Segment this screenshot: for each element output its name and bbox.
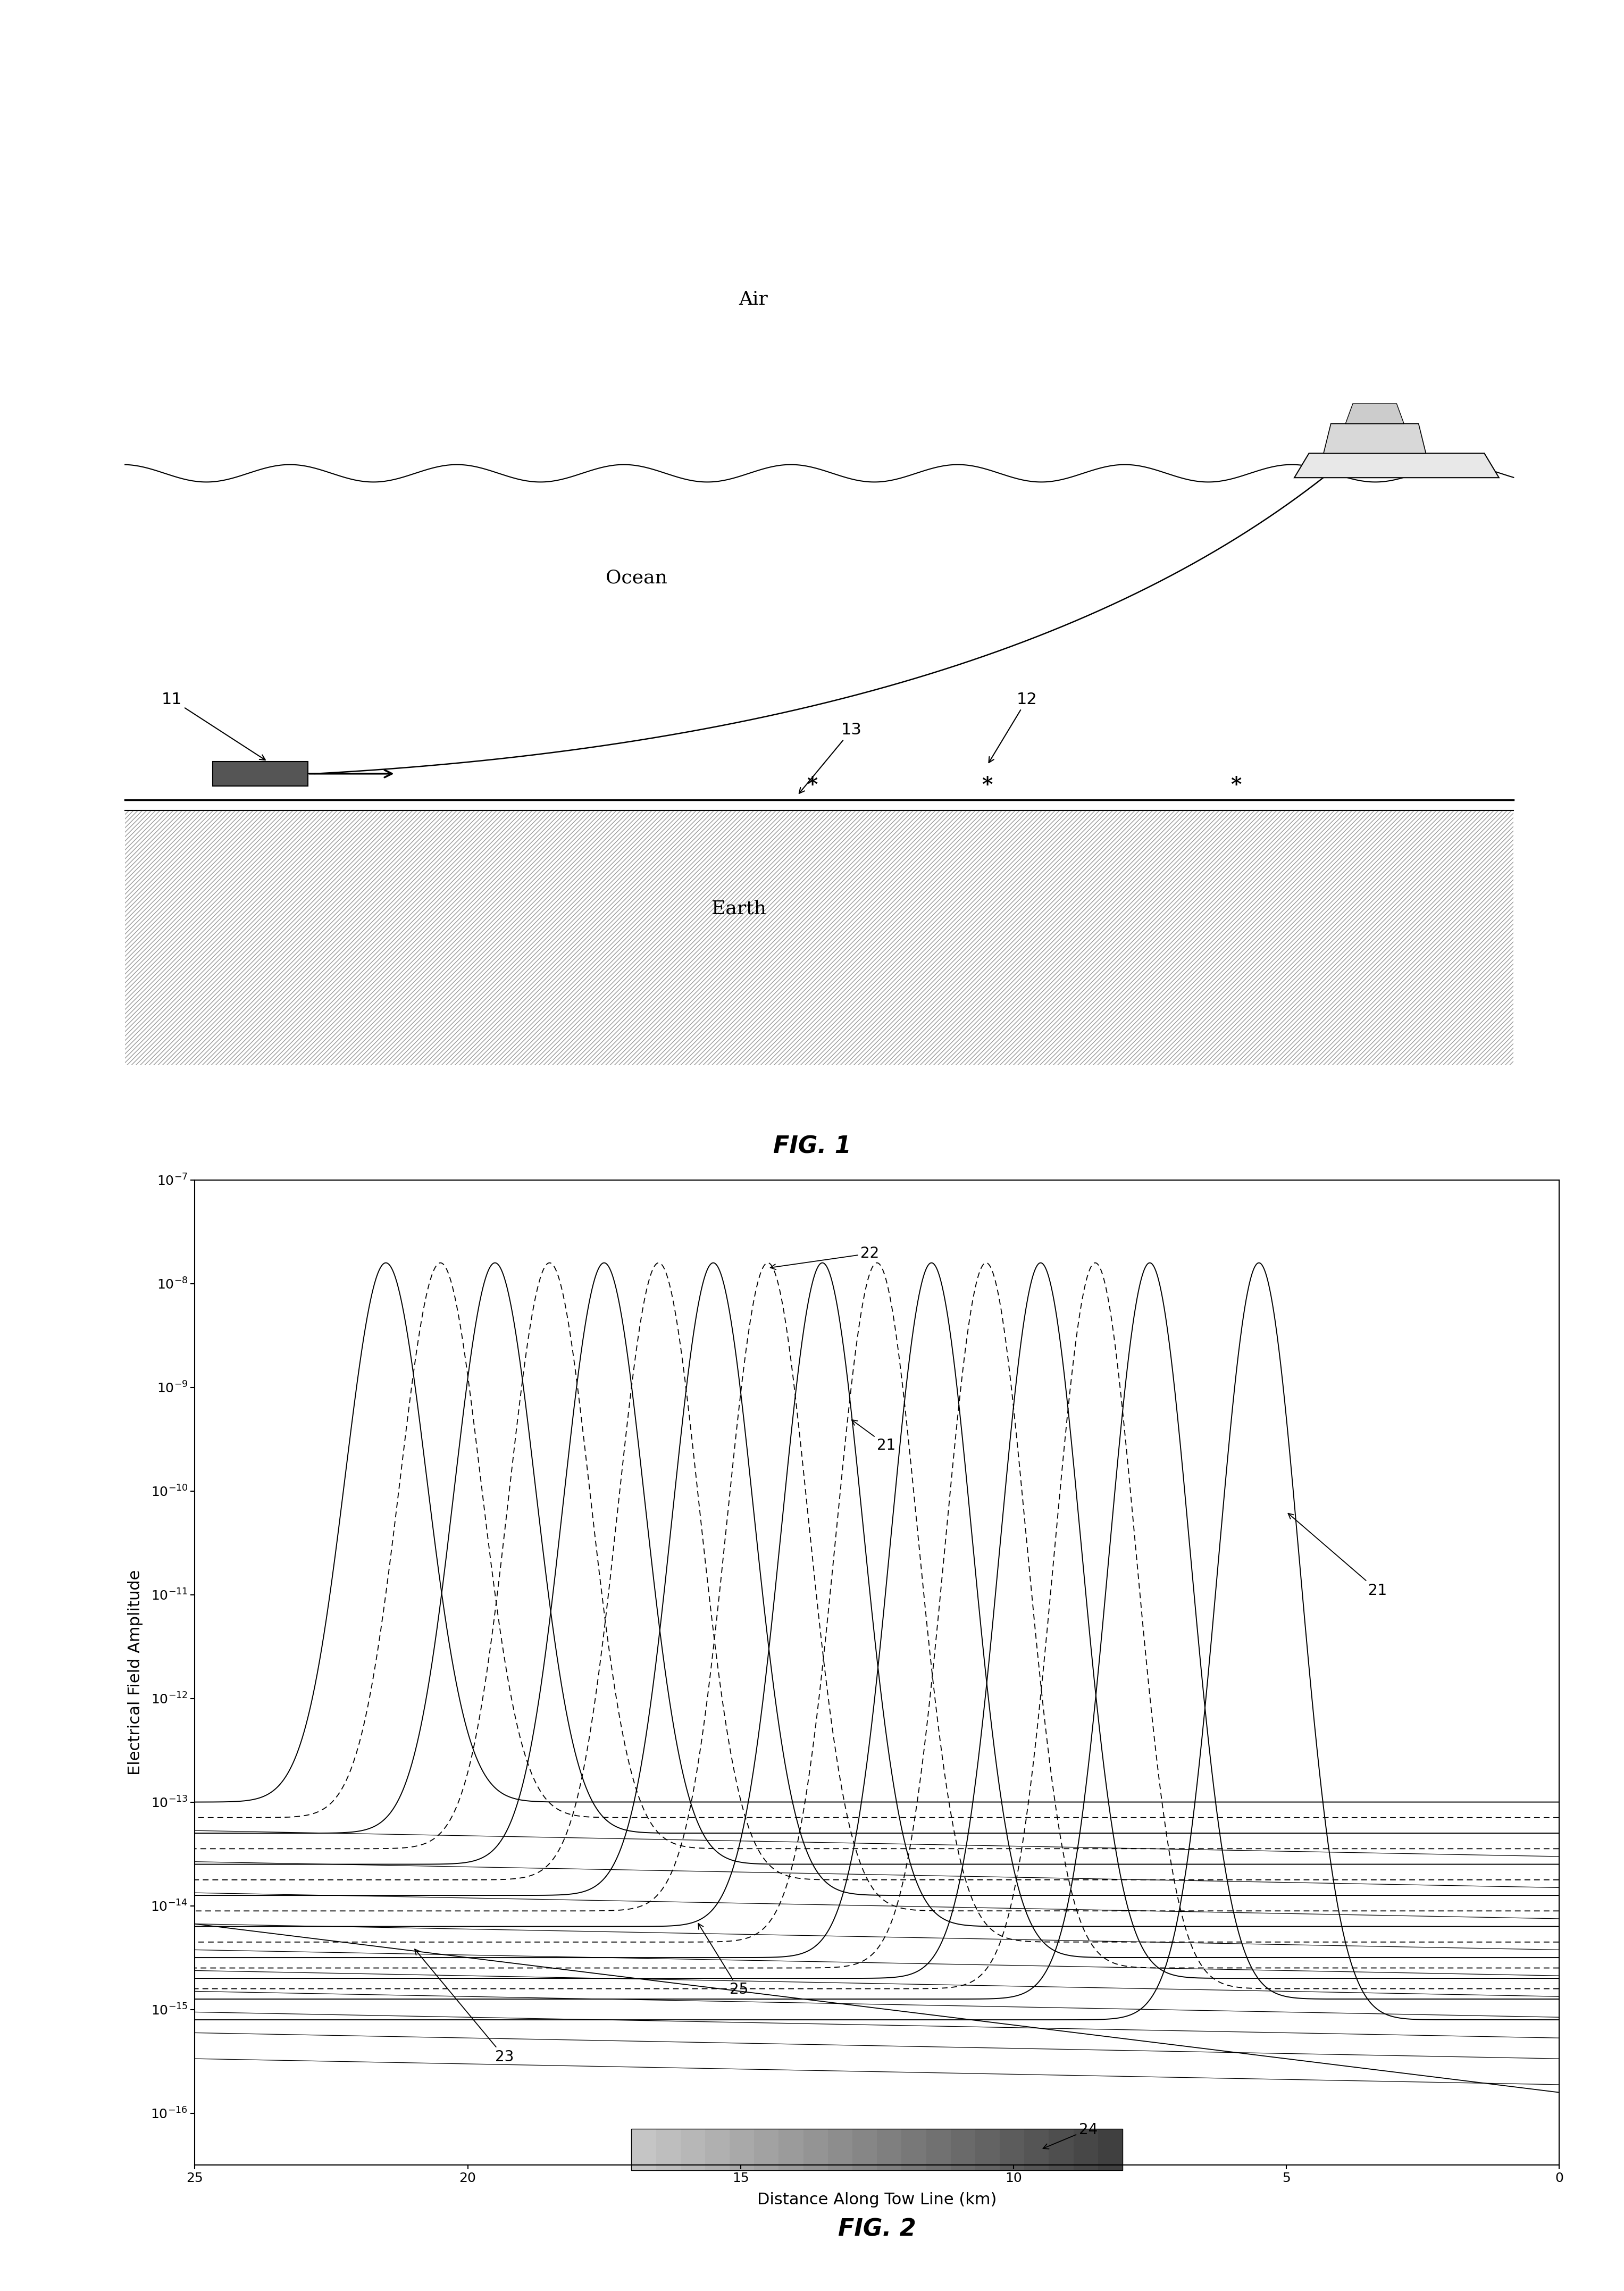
Bar [877, 2128, 901, 2170]
Bar [1073, 2128, 1098, 2170]
Polygon shape [1324, 424, 1426, 454]
Text: 24: 24 [1043, 2121, 1098, 2149]
Bar [705, 2128, 729, 2170]
Text: 12: 12 [989, 692, 1038, 763]
Text: 23: 23 [414, 1950, 513, 2064]
Bar [632, 2128, 656, 2170]
Polygon shape [1294, 454, 1499, 477]
Text: 25: 25 [698, 1924, 749, 1998]
Bar [974, 2128, 1000, 2170]
Bar [680, 2128, 705, 2170]
Bar [828, 2128, 853, 2170]
Bar [950, 2128, 974, 2170]
Text: *: * [983, 774, 992, 795]
Text: Ocean: Ocean [606, 568, 667, 586]
Text: Earth: Earth [711, 900, 767, 919]
Text: 22: 22 [770, 1246, 879, 1269]
Text: 21: 21 [1288, 1514, 1387, 1597]
Bar [213, 761, 309, 786]
Bar [780, 2128, 804, 2170]
Bar [901, 2128, 926, 2170]
Bar [804, 2128, 828, 2170]
Text: 13: 13 [799, 722, 862, 793]
Bar [125, 811, 1514, 1065]
Bar [926, 2128, 950, 2170]
X-axis label: Distance Along Tow Line (km): Distance Along Tow Line (km) [757, 2192, 997, 2209]
Bar [1098, 2128, 1122, 2170]
Bar [632, 2128, 1122, 2170]
Bar [656, 2128, 680, 2170]
Text: FIG. 1: FIG. 1 [773, 1134, 851, 1157]
Text: *: * [807, 774, 817, 795]
Text: FIG. 2: FIG. 2 [838, 2218, 916, 2241]
Bar [1049, 2128, 1073, 2170]
Text: *: * [1231, 774, 1241, 795]
Bar [1000, 2128, 1025, 2170]
Bar [1025, 2128, 1049, 2170]
Text: Air: Air [739, 291, 768, 309]
Bar [853, 2128, 877, 2170]
Polygon shape [1345, 403, 1405, 424]
Y-axis label: Electrical Field Amplitude: Electrical Field Amplitude [128, 1569, 143, 1776]
Text: 11: 11 [162, 692, 265, 761]
Bar [754, 2128, 780, 2170]
Text: 21: 21 [851, 1420, 896, 1452]
Bar [729, 2128, 754, 2170]
